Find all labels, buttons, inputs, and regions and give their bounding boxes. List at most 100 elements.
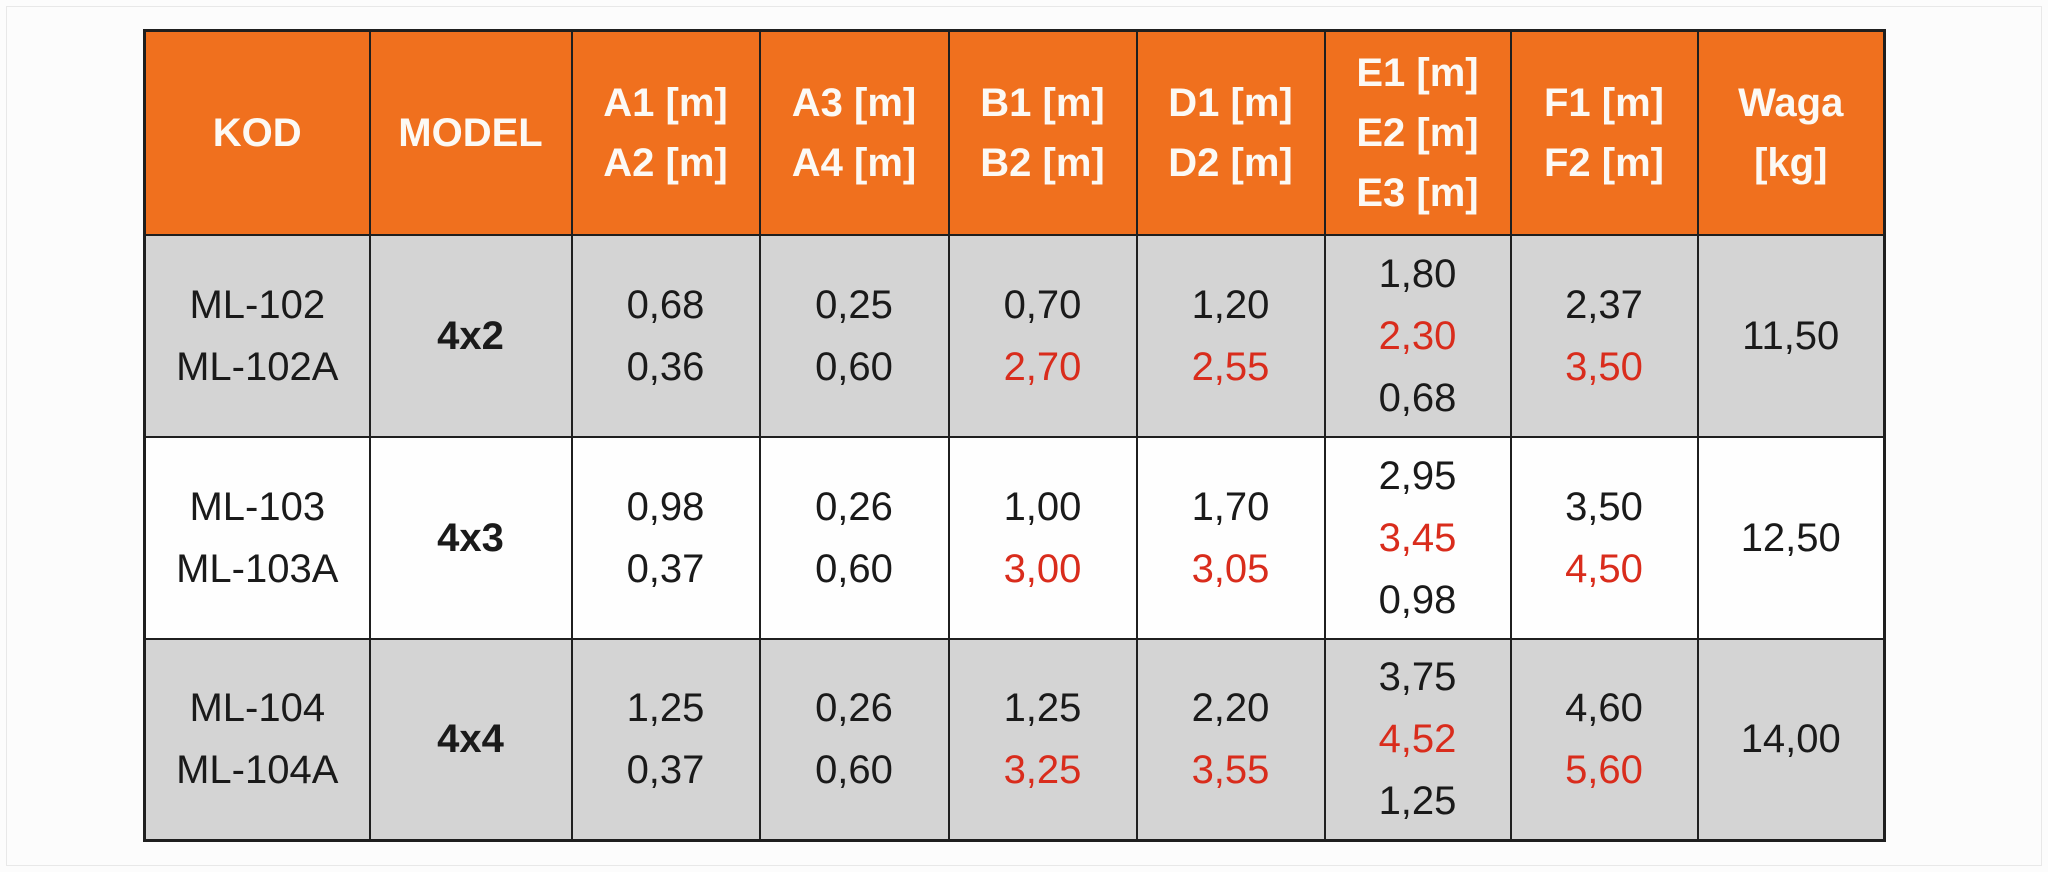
e3-value: 0,98 xyxy=(1378,577,1457,622)
b2-value: 2,70 xyxy=(1003,344,1082,389)
col-header-label: D2 [m] xyxy=(1168,140,1293,185)
waga-value: 14,00 xyxy=(1740,717,1841,762)
f2-value: 4,50 xyxy=(1565,546,1643,591)
kod-value: ML-102A xyxy=(176,344,339,389)
a4-value: 0,60 xyxy=(815,748,893,793)
cell-a1-a2: 0,98 0,37 xyxy=(570,435,761,640)
e2-value: 4,52 xyxy=(1378,717,1457,762)
b1-value: 1,00 xyxy=(1003,484,1082,529)
col-header-label: F1 [m] xyxy=(1544,80,1664,125)
waga-value: 12,50 xyxy=(1740,515,1841,560)
cell-a1-a2: 1,25 0,37 xyxy=(570,637,761,842)
cell-kod: ML-104 ML-104A xyxy=(143,637,371,842)
e1-value: 3,75 xyxy=(1378,655,1457,700)
col-header-kod: KOD xyxy=(143,29,371,236)
kod-value: ML-102 xyxy=(189,282,326,327)
b1-value: 1,25 xyxy=(1003,686,1082,731)
cell-kod: ML-103 ML-103A xyxy=(143,435,371,640)
d2-value: 3,55 xyxy=(1191,748,1270,793)
col-header-label: A3 [m] xyxy=(791,80,917,125)
col-header-label: A4 [m] xyxy=(791,140,917,185)
cell-d1-d2: 2,20 3,55 xyxy=(1135,637,1326,842)
d1-value: 1,20 xyxy=(1191,282,1270,327)
f1-value: 2,37 xyxy=(1565,282,1643,327)
e3-value: 0,68 xyxy=(1378,375,1457,420)
f1-value: 3,50 xyxy=(1565,484,1643,529)
col-header-label: A2 [m] xyxy=(603,140,728,185)
a2-value: 0,37 xyxy=(626,748,705,793)
d1-value: 2,20 xyxy=(1191,686,1270,731)
cell-f1-f2: 3,50 4,50 xyxy=(1509,435,1699,640)
cell-d1-d2: 1,20 2,55 xyxy=(1135,233,1326,438)
table-row: ML-104 ML-104A 4x4 1,25 0,37 0,26 0,60 1… xyxy=(143,637,1886,842)
e3-value: 1,25 xyxy=(1378,779,1457,824)
table-row: ML-102 ML-102A 4x2 0,68 0,36 0,25 0,60 0… xyxy=(143,233,1886,438)
model-value: 4x4 xyxy=(437,717,504,762)
cell-kod: ML-102 ML-102A xyxy=(143,233,371,438)
cell-d1-d2: 1,70 3,05 xyxy=(1135,435,1326,640)
col-header-label: D1 [m] xyxy=(1168,80,1293,125)
kod-value: ML-103 xyxy=(189,484,326,529)
model-value: 4x2 xyxy=(437,313,504,358)
a2-value: 0,36 xyxy=(626,344,705,389)
col-header-d1-d2: D1 [m] D2 [m] xyxy=(1135,29,1326,236)
cell-model: 4x3 xyxy=(368,435,573,640)
e2-value: 2,30 xyxy=(1378,313,1457,358)
kod-value: ML-104 xyxy=(189,686,326,731)
cell-f1-f2: 2,37 3,50 xyxy=(1509,233,1699,438)
kod-value: ML-103A xyxy=(176,546,339,591)
a4-value: 0,60 xyxy=(815,344,893,389)
cell-f1-f2: 4,60 5,60 xyxy=(1509,637,1699,842)
cell-model: 4x4 xyxy=(368,637,573,842)
e1-value: 1,80 xyxy=(1378,251,1457,296)
col-header-e1-e3: E1 [m] E2 [m] E3 [m] xyxy=(1323,29,1512,236)
cell-e1-e3: 3,75 4,52 1,25 xyxy=(1323,637,1512,842)
a4-value: 0,60 xyxy=(815,546,893,591)
col-header-a1-a2: A1 [m] A2 [m] xyxy=(570,29,761,236)
e1-value: 2,95 xyxy=(1378,453,1457,498)
col-header-label: E3 [m] xyxy=(1356,170,1479,215)
cell-a3-a4: 0,26 0,60 xyxy=(758,637,950,842)
cell-e1-e3: 1,80 2,30 0,68 xyxy=(1323,233,1512,438)
cell-waga: 11,50 xyxy=(1696,233,1886,438)
table-row: ML-103 ML-103A 4x3 0,98 0,37 0,26 0,60 1… xyxy=(143,435,1886,640)
spec-table: KOD MODEL A1 [m] A2 [m] A3 [m] A4 [m] B1… xyxy=(143,29,1886,842)
cell-a3-a4: 0,26 0,60 xyxy=(758,435,950,640)
col-header-waga: Waga [kg] xyxy=(1696,29,1886,236)
cell-b1-b2: 0,70 2,70 xyxy=(947,233,1138,438)
col-header-f1-f2: F1 [m] F2 [m] xyxy=(1509,29,1699,236)
col-header-label: E1 [m] xyxy=(1356,50,1479,95)
cell-e1-e3: 2,95 3,45 0,98 xyxy=(1323,435,1512,640)
col-header-label: Waga xyxy=(1738,80,1844,125)
a1-value: 1,25 xyxy=(626,686,705,731)
col-header-model: MODEL xyxy=(368,29,573,236)
e2-value: 3,45 xyxy=(1378,515,1457,560)
col-header-label: E2 [m] xyxy=(1356,110,1479,155)
b2-value: 3,00 xyxy=(1003,546,1082,591)
cell-model: 4x2 xyxy=(368,233,573,438)
col-header-label: KOD xyxy=(212,110,302,155)
a3-value: 0,25 xyxy=(815,282,893,327)
d1-value: 1,70 xyxy=(1191,484,1270,529)
col-header-label: A1 [m] xyxy=(603,80,728,125)
b1-value: 0,70 xyxy=(1003,282,1082,327)
cell-b1-b2: 1,00 3,00 xyxy=(947,435,1138,640)
a1-value: 0,98 xyxy=(626,484,705,529)
waga-value: 11,50 xyxy=(1742,313,1840,358)
f2-value: 3,50 xyxy=(1565,344,1643,389)
cell-a3-a4: 0,25 0,60 xyxy=(758,233,950,438)
kod-value: ML-104A xyxy=(176,748,339,793)
cell-a1-a2: 0,68 0,36 xyxy=(570,233,761,438)
f2-value: 5,60 xyxy=(1565,748,1643,793)
header-row: KOD MODEL A1 [m] A2 [m] A3 [m] A4 [m] B1… xyxy=(143,29,1886,236)
a3-value: 0,26 xyxy=(815,484,893,529)
cell-waga: 12,50 xyxy=(1696,435,1886,640)
col-header-label: [kg] xyxy=(1754,140,1828,185)
d2-value: 3,05 xyxy=(1191,546,1270,591)
f1-value: 4,60 xyxy=(1565,686,1643,731)
a2-value: 0,37 xyxy=(626,546,705,591)
col-header-label: MODEL xyxy=(398,110,543,155)
col-header-a3-a4: A3 [m] A4 [m] xyxy=(758,29,950,236)
model-value: 4x3 xyxy=(437,515,504,560)
col-header-label: F2 [m] xyxy=(1544,140,1664,185)
